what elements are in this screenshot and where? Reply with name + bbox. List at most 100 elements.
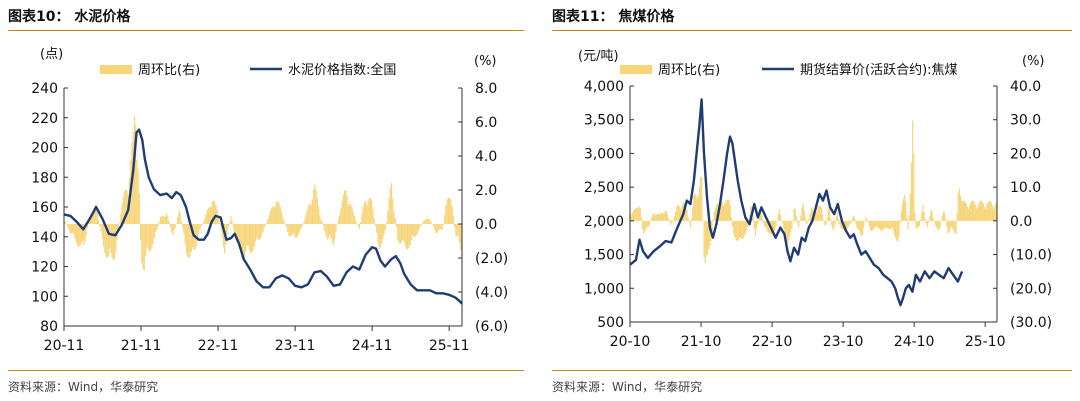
wow-bar bbox=[154, 224, 157, 233]
wow-bar bbox=[677, 204, 679, 221]
wow-bar bbox=[647, 220, 649, 228]
wow-bar bbox=[702, 220, 704, 222]
wow-bar bbox=[183, 224, 185, 234]
wow-bar bbox=[967, 209, 970, 221]
figure-11-footer-rule bbox=[552, 370, 1072, 371]
wow-bar bbox=[760, 211, 762, 221]
wow-bar bbox=[142, 224, 144, 270]
wow-bar bbox=[436, 224, 438, 233]
legend-bar-label: 周环比(右) bbox=[138, 63, 200, 78]
wow-bar bbox=[794, 208, 796, 221]
wow-bar bbox=[850, 220, 852, 223]
wow-bar bbox=[334, 224, 336, 240]
wow-bar bbox=[335, 224, 337, 232]
wow-bar bbox=[942, 211, 945, 221]
wow-bar bbox=[652, 214, 654, 221]
wow-bar bbox=[361, 214, 363, 224]
wow-bar bbox=[725, 201, 727, 221]
wow-bar bbox=[660, 213, 662, 221]
wow-bar bbox=[735, 220, 737, 241]
wow-bar bbox=[381, 224, 383, 244]
wow-bar bbox=[161, 216, 163, 224]
wow-bar bbox=[639, 208, 641, 221]
wow-bar bbox=[784, 220, 786, 235]
wow-bar bbox=[799, 220, 801, 223]
wow-bar bbox=[830, 218, 832, 221]
wow-bar bbox=[645, 220, 647, 230]
wow-bar bbox=[977, 207, 979, 221]
wow-bar bbox=[654, 215, 656, 221]
wow-bar bbox=[873, 220, 875, 229]
wow-bar bbox=[190, 224, 192, 252]
wow-bar bbox=[80, 224, 82, 244]
wow-bar bbox=[835, 216, 837, 221]
wow-bar bbox=[745, 220, 747, 232]
wow-bar bbox=[67, 224, 69, 227]
wow-bar bbox=[742, 220, 744, 239]
wow-bar bbox=[102, 224, 105, 247]
wow-bar bbox=[165, 213, 168, 224]
wow-bar bbox=[240, 224, 242, 254]
wow-bar bbox=[386, 222, 388, 224]
wow-bar bbox=[765, 220, 767, 228]
wow-bar bbox=[437, 224, 440, 231]
wow-bar bbox=[982, 203, 984, 221]
wow-bar bbox=[722, 205, 725, 221]
wow-bar bbox=[410, 224, 412, 241]
wow-bar bbox=[931, 211, 933, 221]
wow-bar bbox=[379, 224, 382, 248]
wow-bar bbox=[112, 224, 115, 261]
wow-bar bbox=[858, 220, 860, 231]
wow-bar bbox=[252, 224, 254, 251]
wow-bar bbox=[360, 222, 362, 224]
wow-bar bbox=[343, 190, 346, 224]
wow-bar bbox=[857, 220, 859, 230]
legend-line-label: 水泥价格指数:全国 bbox=[288, 62, 396, 78]
wow-bar bbox=[754, 220, 756, 237]
wow-bar bbox=[233, 224, 236, 235]
wow-bar bbox=[800, 215, 802, 221]
wow-bar bbox=[353, 216, 356, 224]
wow-bar bbox=[187, 224, 189, 258]
wow-bar bbox=[882, 220, 884, 230]
wow-bar bbox=[266, 222, 268, 224]
wow-bars bbox=[629, 120, 998, 264]
wow-bar bbox=[214, 201, 216, 224]
wow-bar bbox=[205, 213, 207, 224]
wow-bar bbox=[807, 220, 809, 223]
wow-bar bbox=[872, 220, 874, 231]
wow-bar bbox=[79, 224, 81, 247]
wow-bar bbox=[841, 220, 843, 229]
wow-bar bbox=[906, 217, 908, 221]
wow-bar bbox=[804, 218, 807, 221]
wow-bar bbox=[411, 224, 414, 236]
wow-bar bbox=[421, 223, 424, 224]
wow-bar bbox=[209, 207, 211, 224]
wow-bar bbox=[900, 212, 902, 221]
wow-bar bbox=[347, 205, 349, 224]
wow-bar bbox=[965, 203, 967, 221]
wow-bar bbox=[325, 224, 327, 237]
wow-bar bbox=[451, 206, 453, 224]
wow-bar bbox=[65, 223, 68, 225]
wow-bar bbox=[339, 214, 341, 224]
wow-bar bbox=[93, 209, 95, 224]
wow-bar bbox=[137, 169, 139, 224]
wow-bar bbox=[262, 224, 264, 232]
wow-bar bbox=[238, 224, 241, 247]
wow-bar bbox=[106, 224, 108, 259]
wow-bar bbox=[778, 208, 780, 221]
wow-bar bbox=[364, 200, 367, 224]
wow-bar bbox=[342, 194, 344, 224]
wow-bar bbox=[881, 220, 883, 232]
wow-bar bbox=[122, 196, 124, 224]
wow-bar bbox=[771, 220, 774, 233]
wow-bar bbox=[632, 210, 635, 221]
right-tick-label: (10.0) bbox=[1010, 248, 1052, 264]
wow-bar bbox=[844, 220, 847, 231]
x-tick-label: 24-11 bbox=[352, 338, 393, 354]
left-tick-label: 220 bbox=[31, 111, 58, 127]
wow-bar bbox=[416, 224, 419, 234]
wow-bar bbox=[74, 224, 76, 239]
wow-bar bbox=[256, 224, 258, 238]
